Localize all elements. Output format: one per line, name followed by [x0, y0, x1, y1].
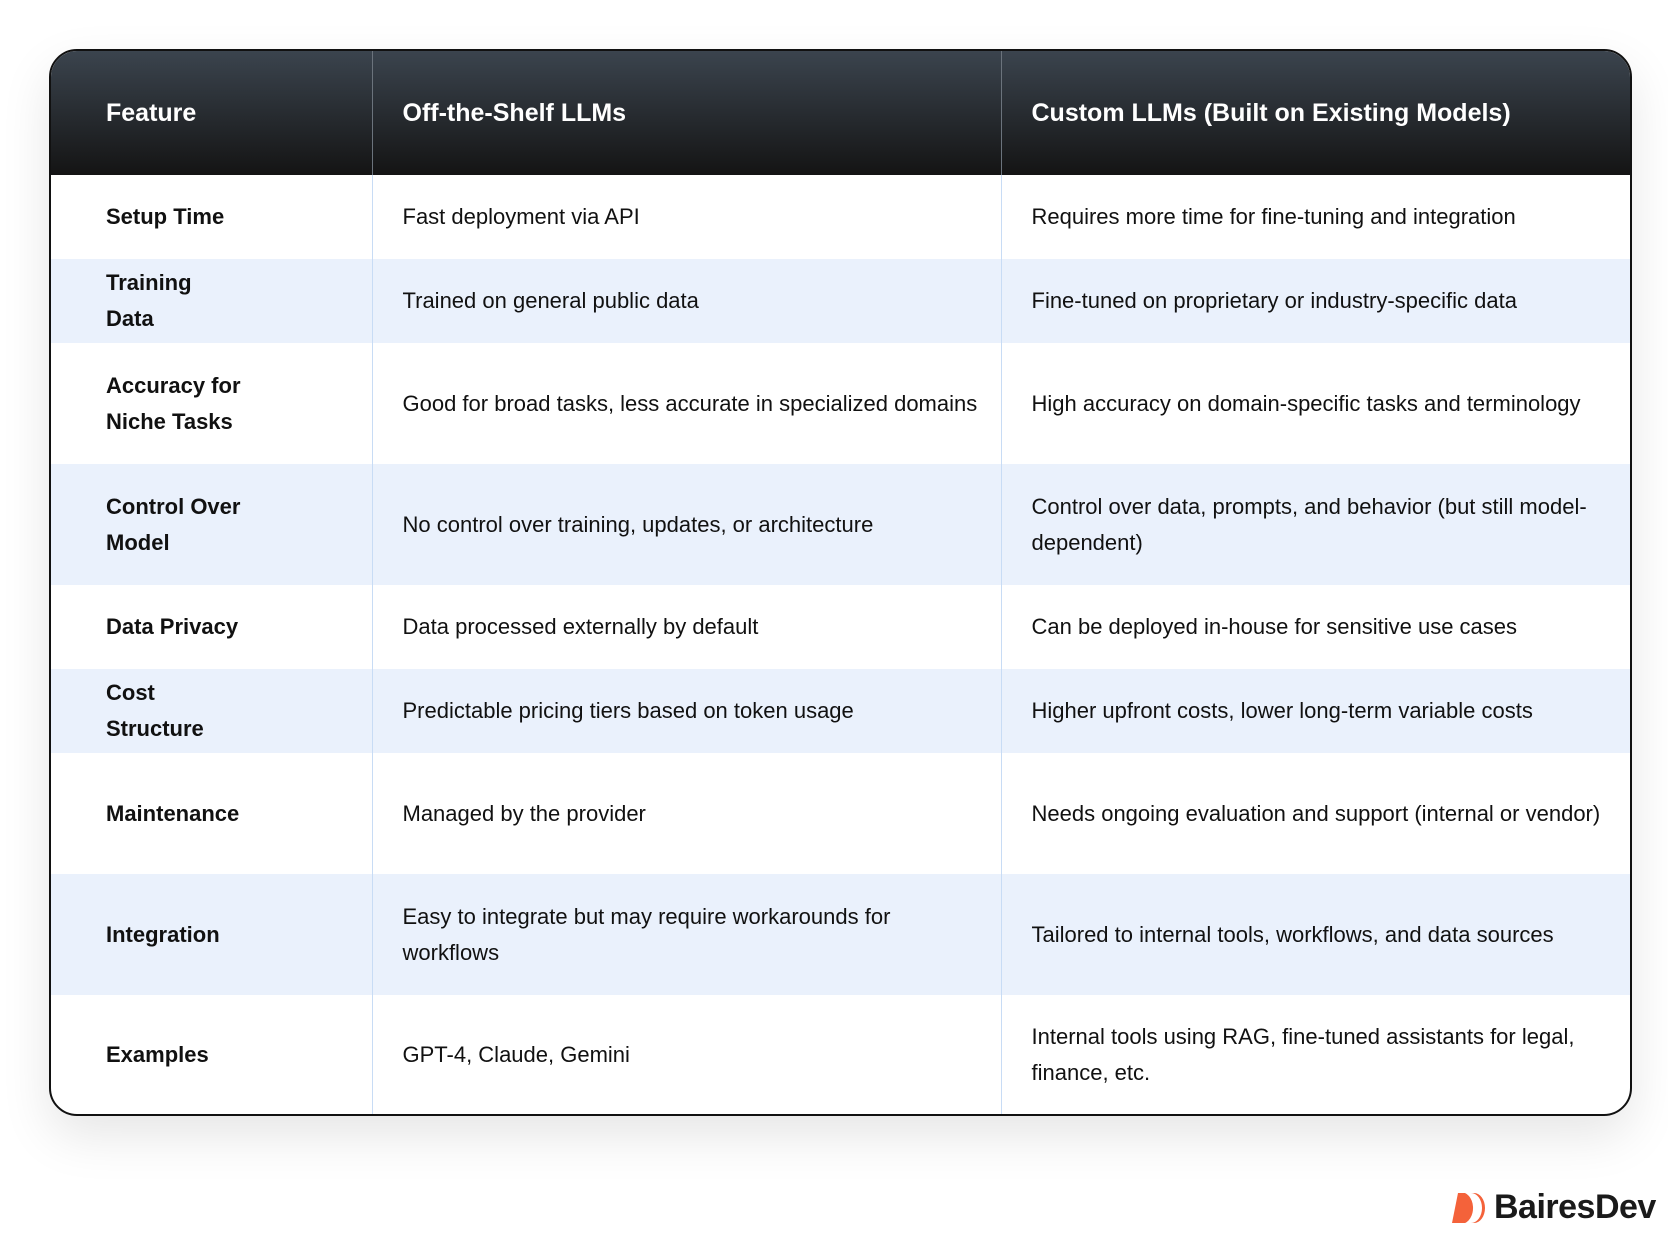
cell-feature: Maintenance — [106, 800, 240, 826]
brand-name: BairesDev — [1494, 1188, 1656, 1226]
cell-feature: Control Over Model — [51, 464, 372, 585]
table-row: Integration Easy to integrate but may req… — [51, 874, 1630, 995]
comparison-table: Feature Off-the-Shelf LLMs Custom LLMs (… — [51, 51, 1630, 1114]
cell-custom: High accuracy on domain-specific tasks a… — [1000, 343, 1630, 464]
comparison-table-card: Feature Off-the-Shelf LLMs Custom LLMs (… — [49, 49, 1632, 1116]
bairesdev-logo-icon — [1452, 1192, 1485, 1223]
cell-feature: Integration — [51, 874, 372, 995]
cell-off-the-shelf: No control over training, updates, or ar… — [371, 464, 1001, 585]
table-row: Examples GPT-4, Claude, Gemini Internal to… — [51, 995, 1630, 1114]
cell-custom: Tailored to internal tools, workflows, a… — [1000, 874, 1630, 995]
cell-custom: Fine-tuned on proprietary or industry-sp… — [1000, 259, 1630, 343]
cell-feature: Examples — [106, 1041, 209, 1067]
header-feature: Feature — [51, 51, 372, 175]
header-custom: Custom LLMs (Built on Existing Models) — [1000, 51, 1630, 175]
cell-feature: Setup Time — [106, 204, 225, 229]
cell-custom: Higher upfront costs, lower long-term va… — [1000, 669, 1630, 753]
cell-custom: Requires more time for fine-tuning and i… — [1000, 175, 1630, 259]
table-row: Cost Structure Predictable pricing tiers … — [51, 669, 1630, 753]
cell-custom: Internal tools using RAG, fine-tuned ass… — [1000, 995, 1630, 1114]
cell-feature: Training Data — [51, 259, 372, 343]
cell-feature: Cost Structure — [51, 669, 372, 753]
cell-off-the-shelf: Fast deployment via API — [371, 175, 1001, 259]
cell-custom: Control over data, prompts, and behavior… — [1000, 464, 1630, 585]
bairesdev-logo: BairesDev — [1452, 1188, 1656, 1227]
table-row: Control Over Model No control over traini… — [51, 464, 1630, 585]
cell-off-the-shelf: Trained on general public data — [371, 259, 1001, 343]
cell-off-the-shelf: GPT-4, Claude, Gemini — [371, 995, 1001, 1114]
table-row: Setup Time Fast deployment via API Require… — [51, 175, 1630, 259]
cell-off-the-shelf: Predictable pricing tiers based on token… — [371, 669, 1001, 753]
cell-off-the-shelf: Data processed externally by default — [371, 585, 1001, 669]
cell-feature: Accuracy for Niche Tasks — [106, 372, 241, 434]
cell-custom: Can be deployed in-house for sensitive u… — [1000, 585, 1630, 669]
cell-off-the-shelf: Managed by the provider — [371, 753, 1001, 874]
header-row: Feature Off-the-Shelf LLMs Custom LLMs (… — [51, 51, 1630, 175]
cell-off-the-shelf: Easy to integrate but may require workar… — [371, 874, 1001, 995]
table-row: Training Data Trained on general public d… — [51, 259, 1630, 343]
table-row: Accuracy for Niche Tasks Good for broad t… — [51, 343, 1630, 464]
cell-custom: Needs ongoing evaluation and support (in… — [1000, 753, 1630, 874]
table-row: Data Privacy Data processed externally by… — [51, 585, 1630, 669]
cell-feature: Data Privacy — [106, 614, 239, 639]
header-off-the-shelf: Off-the-Shelf LLMs — [371, 51, 1001, 175]
cell-off-the-shelf: Good for broad tasks, less accurate in s… — [371, 343, 1001, 464]
table-row: Maintenance Managed by the provider Needs … — [51, 753, 1630, 874]
